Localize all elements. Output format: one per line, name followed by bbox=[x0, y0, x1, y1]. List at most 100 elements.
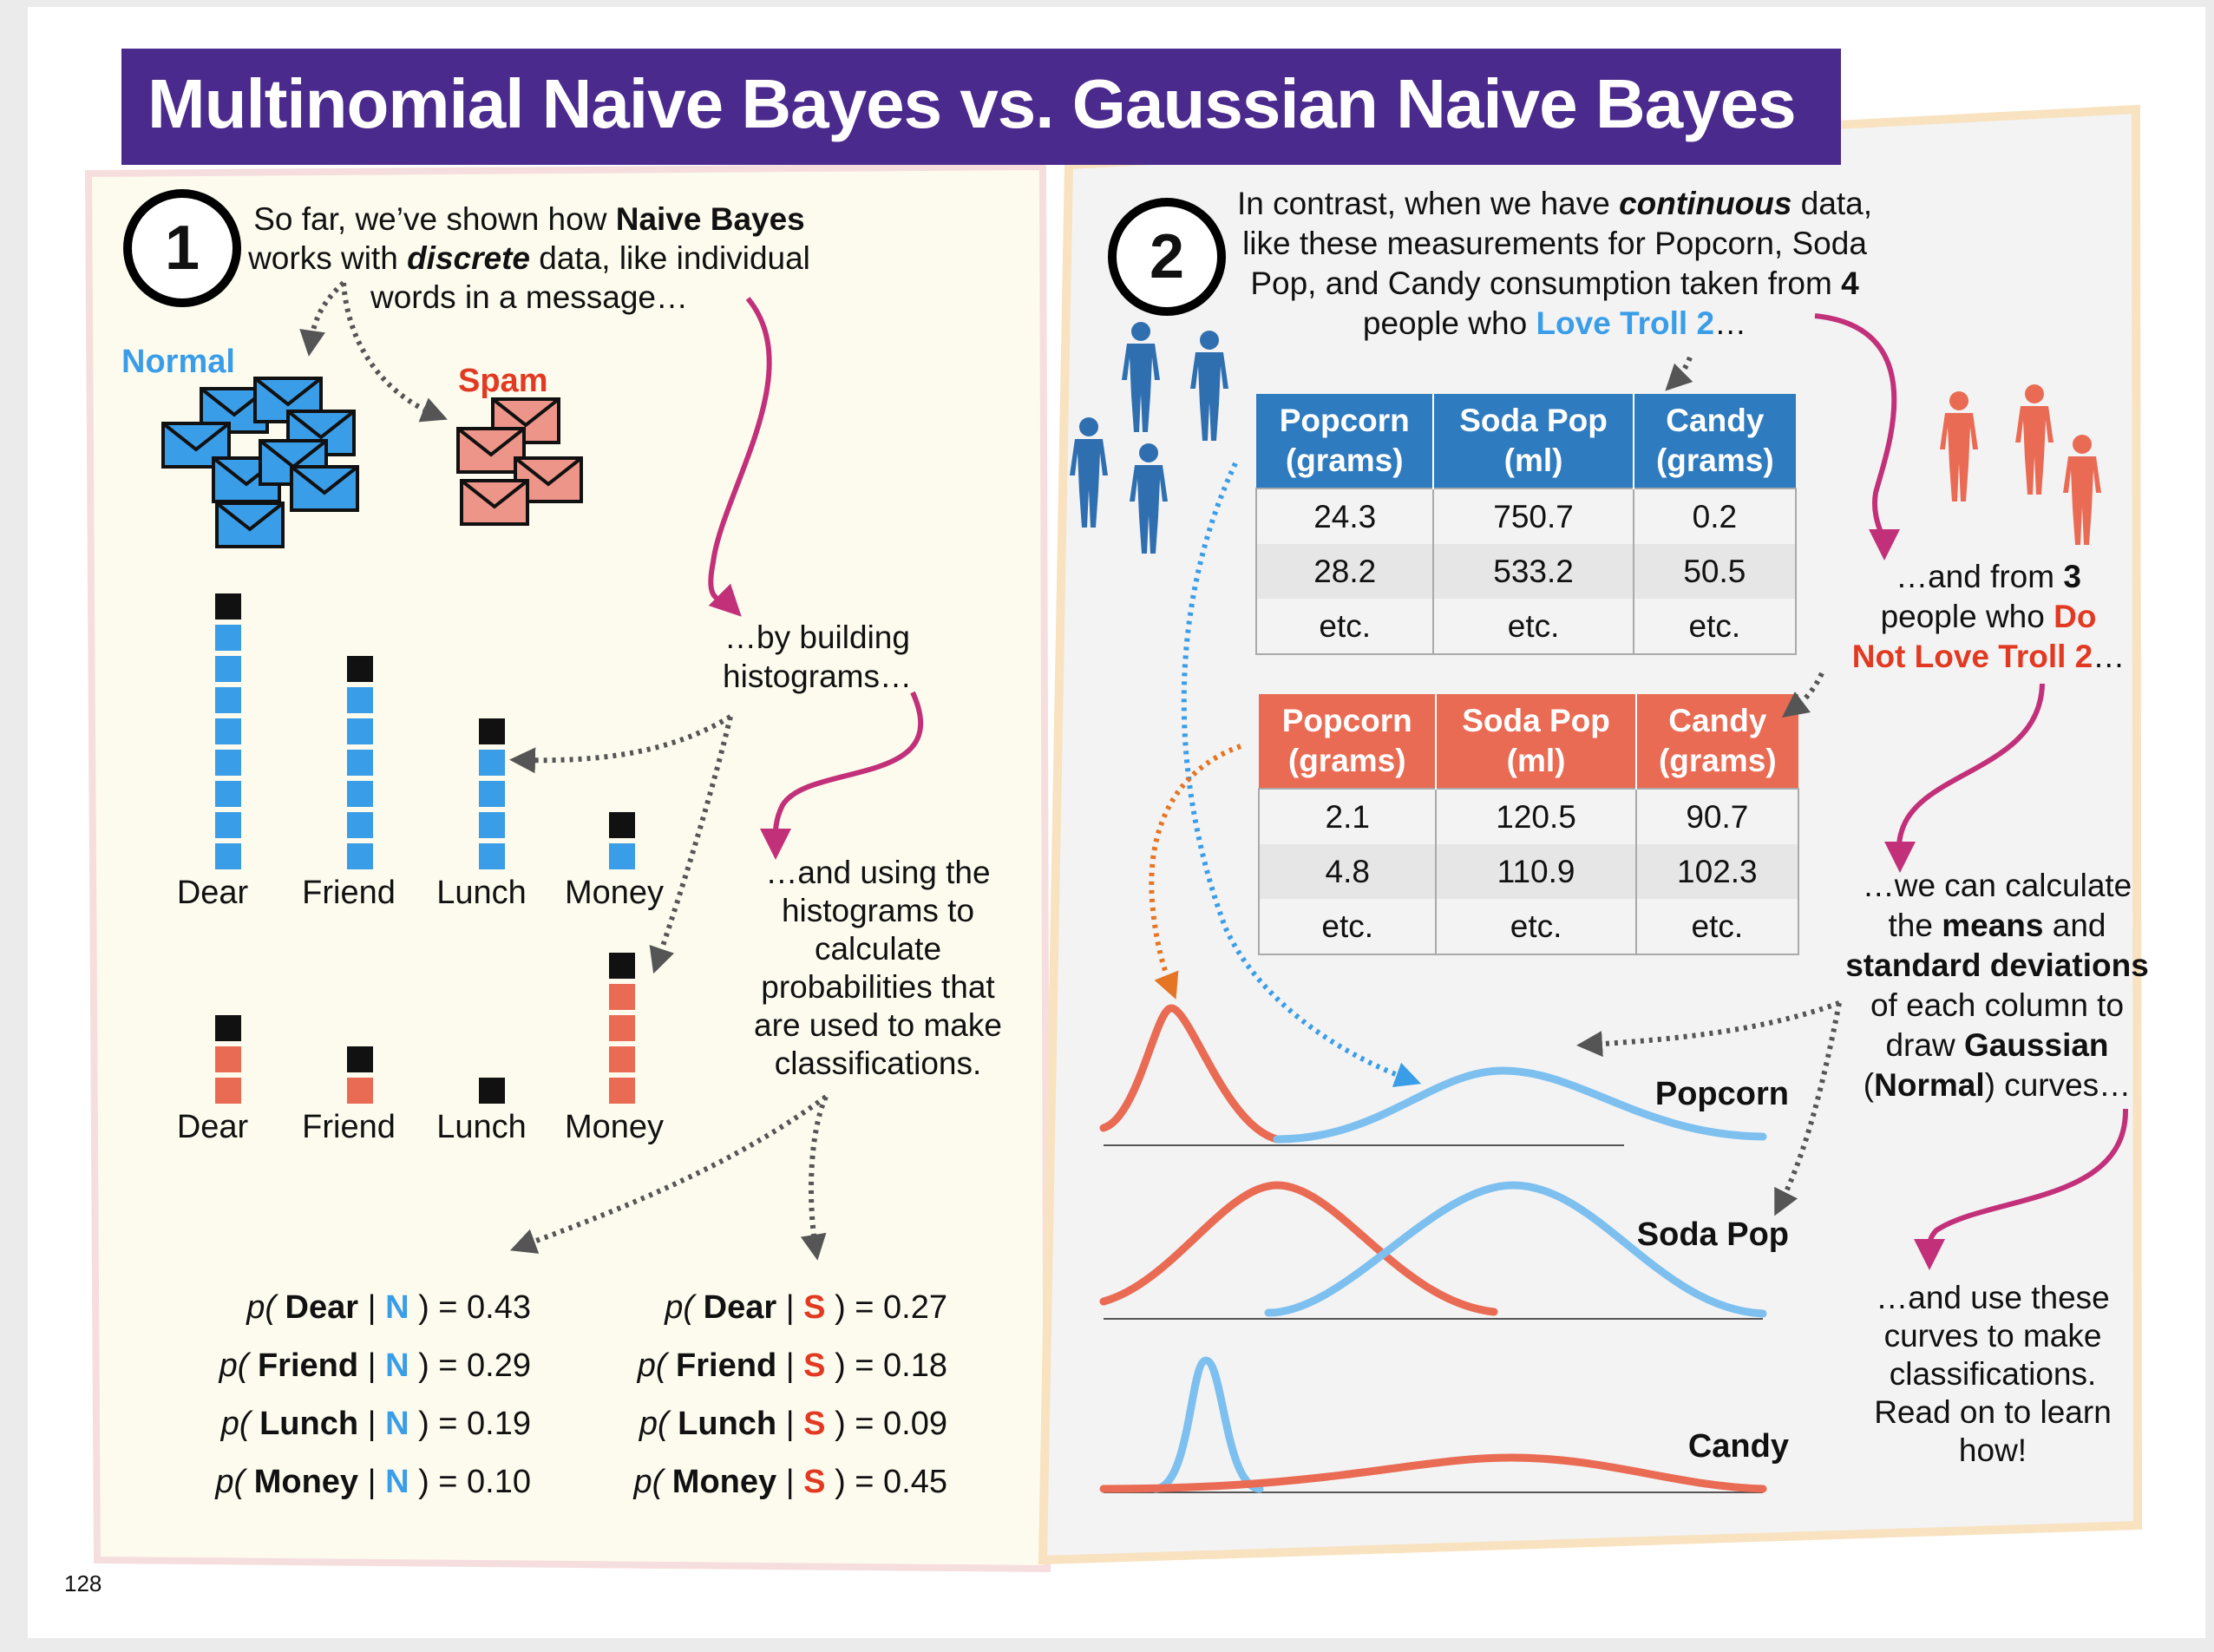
arrow bbox=[649, 716, 733, 974]
probability-row: p( Friend | S ) = 0.18 bbox=[637, 1347, 947, 1384]
envelope-icon bbox=[215, 502, 285, 548]
not-love-text: …and from 3 people who Do Not Love Troll… bbox=[1851, 559, 2126, 674]
normal-histogram-square bbox=[347, 656, 373, 682]
popcorn-blue-curve bbox=[1273, 1066, 1767, 1144]
arrow bbox=[509, 1094, 828, 1254]
table-cell: etc. bbox=[1321, 908, 1374, 944]
spam-histogram-square bbox=[215, 1046, 241, 1072]
sodapop-blue-curve bbox=[1264, 1181, 1767, 1318]
arrow bbox=[1181, 462, 1422, 1088]
normal-histogram-square bbox=[609, 843, 635, 869]
table-cell: 4.8 bbox=[1259, 844, 1437, 899]
using-histograms-text: …and using the histograms to calculate pro… bbox=[754, 855, 1002, 1081]
table-cell: 0.2 bbox=[1632, 488, 1796, 544]
hist-spam-label-lunch: Lunch bbox=[436, 1109, 527, 1145]
probability-row: p( Lunch | N ) = 0.19 bbox=[220, 1406, 531, 1442]
step-1-badge: 1 bbox=[123, 189, 241, 307]
table-cell: 28.2 bbox=[1256, 544, 1434, 599]
spam-histogram-square bbox=[609, 1078, 635, 1104]
arrow bbox=[1774, 1002, 1842, 1216]
spam-histogram-square bbox=[347, 1046, 373, 1072]
arrow bbox=[1576, 1000, 1841, 1058]
arrow bbox=[299, 280, 346, 357]
candy-blue-curve bbox=[1151, 1356, 1264, 1493]
arrow bbox=[1913, 1108, 2129, 1270]
table-cell: etc. bbox=[1632, 599, 1796, 654]
normal-histogram-square bbox=[215, 625, 241, 651]
normal-label: Normal bbox=[121, 344, 235, 380]
envelopes-art bbox=[161, 377, 583, 548]
table-cell: 90.7 bbox=[1634, 789, 1798, 844]
normal-histogram-square bbox=[347, 687, 373, 713]
table-cell: etc. bbox=[1435, 899, 1636, 954]
normal-histogram-square bbox=[215, 843, 241, 869]
probability-row: p( Money | N ) = 0.10 bbox=[215, 1464, 531, 1500]
table-cell: 50.5 bbox=[1632, 544, 1796, 599]
hist-normal-label-dear: Dear bbox=[176, 875, 249, 911]
arrow bbox=[1814, 313, 1900, 560]
normal-histogram-square bbox=[479, 812, 505, 838]
arrow bbox=[341, 282, 448, 423]
table-cell: 24.3 bbox=[1313, 498, 1377, 534]
normal-histogram-square bbox=[347, 812, 373, 838]
page-title: Multinomial Naive Bayes vs. Gaussian Nai… bbox=[147, 65, 1797, 142]
probability-row: p( Money | S ) = 0.45 bbox=[633, 1464, 947, 1500]
table-cell: 750.7 bbox=[1432, 488, 1634, 544]
spam-histogram-square bbox=[609, 984, 635, 1010]
table-cell: 2.1 bbox=[1325, 798, 1370, 835]
table-cell: etc. bbox=[1319, 607, 1372, 644]
table-cell: 120.5 bbox=[1435, 789, 1636, 844]
normal-histogram-square bbox=[215, 687, 241, 713]
spam-histogram-square bbox=[347, 1078, 373, 1104]
envelope-icon bbox=[456, 427, 526, 474]
table-cell: 102.3 bbox=[1634, 844, 1798, 899]
table-cell: etc. bbox=[1634, 899, 1798, 954]
arrow bbox=[759, 691, 923, 860]
normal-histogram-square bbox=[479, 781, 505, 807]
page: Multinomial Naive Bayes vs. Gaussian Nai… bbox=[28, 7, 2205, 1638]
probability-row: p( Friend | N ) = 0.29 bbox=[219, 1347, 531, 1384]
step-2-badge: 2 bbox=[1108, 198, 1226, 316]
table-cell: 533.2 bbox=[1432, 544, 1634, 599]
panel1-intro: So far, we’ve shown how Naive Bayes work… bbox=[248, 201, 810, 315]
spam-histogram-square bbox=[479, 1078, 505, 1104]
arrow bbox=[1149, 744, 1242, 1000]
normal-histogram-square bbox=[609, 812, 635, 838]
candy-red-curve bbox=[1099, 1453, 1767, 1493]
hist-spam-label-friend: Friend bbox=[302, 1109, 396, 1145]
arrow bbox=[1883, 683, 2045, 873]
spam-histogram-square bbox=[609, 953, 635, 979]
use-curves-text: …and use these curves to make classificati… bbox=[1874, 1280, 2112, 1468]
arrow bbox=[1782, 672, 1824, 718]
spam-histogram-square bbox=[215, 1015, 241, 1041]
gaussian-curves bbox=[299, 280, 2129, 1493]
normal-histogram-square bbox=[479, 718, 505, 744]
spam-histogram-square bbox=[215, 1078, 241, 1104]
probability-row: p( Dear | N ) = 0.43 bbox=[246, 1289, 531, 1326]
normal-histogram-square bbox=[215, 750, 241, 776]
not-love-troll2-table: Popcorn (grams) Soda Pop (ml) Candy (grams)… bbox=[1258, 694, 1799, 955]
hist-normal-label-money: Money bbox=[564, 875, 665, 911]
curve-label-candy: Candy bbox=[1687, 1428, 1789, 1465]
spam-histogram-square bbox=[609, 1015, 635, 1041]
arrow bbox=[509, 714, 732, 774]
means-text: …we can calculate the means and standard… bbox=[1845, 868, 2149, 1103]
normal-histogram-square bbox=[215, 781, 241, 807]
normal-histogram-square bbox=[347, 843, 373, 869]
arrow bbox=[708, 297, 772, 617]
normal-histogram-square bbox=[479, 750, 505, 776]
normal-histogram-square bbox=[479, 843, 505, 869]
hist-spam-label-money: Money bbox=[564, 1109, 665, 1145]
arrow bbox=[1665, 356, 1693, 391]
normal-histogram-square bbox=[347, 750, 373, 776]
normal-histogram-square bbox=[215, 656, 241, 682]
page-number: 128 bbox=[64, 1570, 102, 1596]
building-histograms-text: …by building histograms… bbox=[723, 620, 912, 694]
sodapop-red-curve bbox=[1099, 1181, 1498, 1316]
normal-histogram-square bbox=[215, 812, 241, 838]
normal-histogram-square bbox=[215, 718, 241, 744]
love-troll2-table: Popcorn (grams) Soda Pop (ml) Candy (grams)… bbox=[1255, 394, 1797, 655]
hist-normal-label-friend: Friend bbox=[302, 875, 396, 911]
hist-spam-label-dear: Dear bbox=[176, 1109, 249, 1145]
arrow bbox=[800, 1095, 829, 1261]
